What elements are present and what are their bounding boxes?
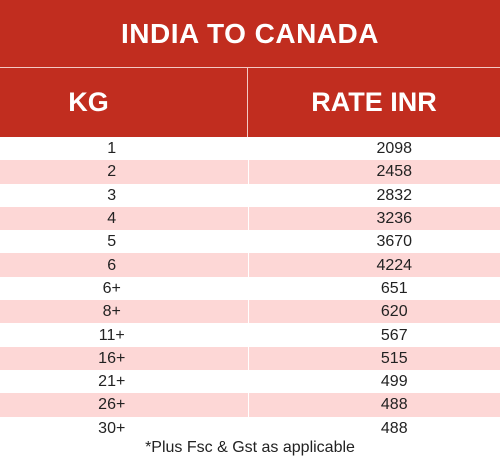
cell-rate: 488 [248,416,500,440]
cell-kg: 26+ [0,393,249,417]
cell-rate: 488 [248,393,500,417]
cell-kg: 16+ [0,346,249,370]
cell-rate: 515 [248,346,500,370]
cell-kg: 21+ [0,369,249,394]
column-header-kg: KG [0,68,248,137]
cell-kg: 8+ [0,300,249,324]
rate-table: 1 2098 2 2458 3 2832 4 3236 5 3670 6 4224 6+ 651 8+ 620… [0,137,500,440]
table-row: 5 3670 [0,230,500,254]
cell-rate: 2832 [248,183,500,207]
table-header: KG RATE INR [0,68,500,137]
cell-kg: 30+ [0,416,249,440]
cell-kg: 2 [0,160,249,184]
page-title: INDIA TO CANADA [121,17,379,49]
cell-kg: 4 [0,206,249,231]
cell-kg: 6+ [0,276,249,301]
table-row: 3 2832 [0,183,500,207]
table-row: 30+ 488 [0,416,500,440]
title-bar: INDIA TO CANADA [0,0,500,68]
cell-rate: 567 [248,323,500,347]
table-row: 16+ 515 [0,346,500,370]
cell-rate: 2098 [248,137,500,161]
cell-kg: 5 [0,230,249,254]
cell-rate: 2458 [248,160,500,184]
table-row: 6+ 651 [0,276,500,301]
cell-kg: 3 [0,183,249,207]
table-row: 11+ 567 [0,323,500,347]
cell-rate: 3670 [248,230,500,254]
cell-rate: 4224 [248,253,500,277]
table-row: 21+ 499 [0,369,500,394]
footnote: *Plus Fsc & Gst as applicable [145,439,355,456]
table-row: 6 4224 [0,253,500,277]
cell-kg: 6 [0,253,249,277]
column-header-rate: RATE INR [311,87,437,117]
table-row: 8+ 620 [0,300,500,324]
table-row: 1 2098 [0,137,500,161]
table-row: 2 2458 [0,160,500,184]
table-row: 26+ 488 [0,393,500,417]
cell-kg: 11+ [0,323,249,347]
cell-rate: 499 [248,369,500,394]
table-row: 4 3236 [0,206,500,231]
cell-rate: 620 [248,300,500,324]
cell-rate: 3236 [248,206,500,231]
cell-rate: 651 [248,276,500,301]
cell-kg: 1 [0,137,249,161]
